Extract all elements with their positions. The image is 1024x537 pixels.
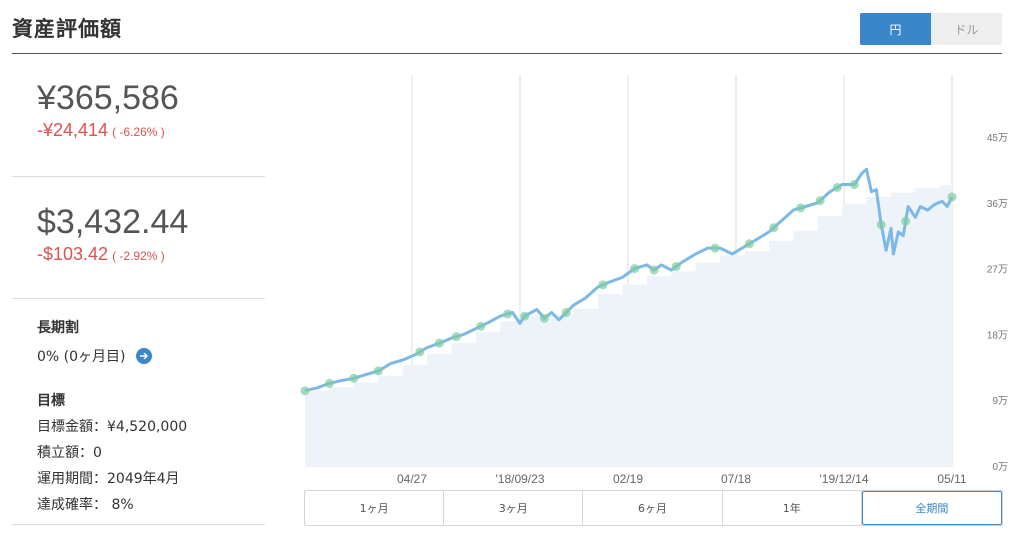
deposit-marker [434, 338, 444, 348]
goal-period: 運用期間：2049年4月 [37, 471, 180, 487]
goal-probability: 達成確率： 8% [37, 497, 134, 513]
x-axis-ticks: 04/27 '18/09/23 02/19 07/18 '19/12/14 05/11 [397, 472, 967, 486]
deposit-marker [649, 265, 659, 275]
deposit-marker [710, 243, 720, 253]
deposit-marker [503, 309, 513, 319]
goal-contribution: 積立額：0 [37, 445, 102, 461]
range-button-1[interactable]: 3ヶ月 [444, 491, 584, 525]
range-button-3[interactable]: 1年 [723, 491, 862, 525]
range-button-4[interactable]: 全期間 [861, 491, 1003, 525]
range-button-2[interactable]: 6ヶ月 [583, 491, 723, 525]
deposit-marker [796, 203, 806, 213]
x-tick-label: 05/11 [937, 472, 966, 486]
x-tick-label: 04/27 [397, 472, 427, 486]
y-tick-label: 0万 [992, 462, 1008, 473]
usd-change: -$103.42( -2.92% ) [12, 244, 265, 265]
currency-toggle[interactable]: 円 ドル [860, 13, 1002, 45]
deposit-marker [947, 192, 957, 202]
range-button-0[interactable]: 1ヶ月 [305, 491, 445, 525]
contribution-area [305, 185, 952, 466]
long-term-row: 0% (0ヶ月目) [37, 346, 265, 366]
x-tick-label: '18/09/23 [495, 472, 544, 486]
usd-value: $3,432.44 [37, 203, 189, 241]
deposit-marker [539, 313, 549, 323]
goal-label: 目標 [37, 393, 65, 409]
summary-panel: ¥365,586 -¥24,414( -6.26% ) $3,432.44 -$… [12, 54, 265, 514]
asset-chart: 04/27 '18/09/23 02/19 07/18 '19/12/14 05/11 0… [300, 75, 1008, 486]
y-axis-ticks: 0万 9万 18万 27万 36万 45万 [987, 133, 1008, 473]
deposit-marker [520, 311, 530, 321]
usd-change-percent: ( -2.92% ) [112, 249, 165, 263]
goal-amount: 目標金額：¥4,520,000 [37, 419, 188, 435]
divider [12, 524, 265, 525]
plan-info: 長期割 0% (0ヶ月目) 目標 目標金額：¥4,520,000 積立額：0 運… [12, 299, 265, 514]
chart-markers [300, 180, 957, 396]
deposit-marker [671, 262, 681, 272]
deposit-marker [901, 216, 911, 226]
deposit-marker [476, 321, 486, 331]
deposit-marker [849, 180, 859, 190]
usd-summary: $3,432.44 -$103.42( -2.92% ) [12, 177, 265, 299]
deposit-marker [744, 239, 754, 249]
deposit-marker [300, 386, 310, 396]
deposit-marker [561, 307, 571, 317]
deposit-marker [451, 332, 461, 342]
y-tick-label: 9万 [992, 396, 1008, 407]
jpy-change-amount: -¥24,414 [37, 120, 109, 140]
currency-yen-button[interactable]: 円 [860, 13, 931, 45]
arrow-right-icon[interactable] [135, 348, 152, 364]
y-tick-label: 36万 [987, 199, 1008, 210]
page-header: 資産評価額 円 ドル [12, 0, 1002, 54]
deposit-marker [876, 220, 886, 230]
jpy-value: ¥365,586 [37, 79, 179, 117]
jpy-change: -¥24,414( -6.26% ) [12, 120, 265, 141]
usd-change-amount: -$103.42 [37, 244, 109, 264]
deposit-marker [373, 366, 383, 376]
long-term-label: 長期割 [37, 320, 79, 336]
currency-usd-button[interactable]: ドル [931, 13, 1002, 45]
deposit-marker [349, 373, 359, 383]
page-title: 資産評価額 [12, 17, 122, 41]
x-tick-label: 02/19 [613, 472, 643, 486]
y-tick-label: 45万 [987, 133, 1008, 144]
jpy-change-percent: ( -6.26% ) [112, 125, 165, 139]
x-tick-label: '19/12/14 [819, 472, 868, 486]
x-tick-label: 07/18 [721, 472, 751, 486]
jpy-summary: ¥365,586 -¥24,414( -6.26% ) [12, 54, 265, 177]
range-selector[interactable]: 1ヶ月 3ヶ月 6ヶ月 1年 全期間 [304, 490, 1003, 526]
deposit-marker [415, 347, 425, 357]
long-term-value: 0% (0ヶ月目) [37, 349, 126, 365]
y-tick-label: 18万 [987, 330, 1008, 341]
deposit-marker [815, 196, 825, 206]
deposit-marker [598, 280, 608, 290]
deposit-marker [832, 182, 842, 192]
deposit-marker [324, 378, 334, 388]
deposit-marker [769, 223, 779, 233]
deposit-marker [630, 264, 640, 274]
y-tick-label: 27万 [987, 265, 1008, 276]
